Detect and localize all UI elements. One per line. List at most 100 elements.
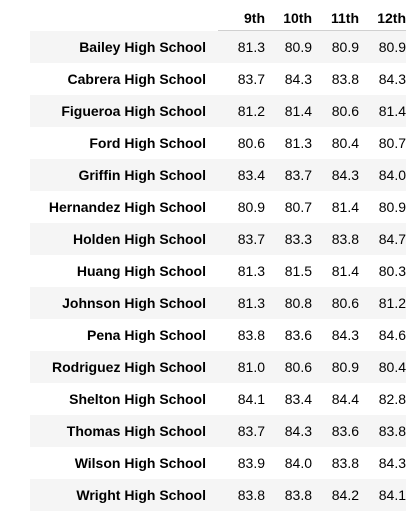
row-label-school: Wright High School — [76, 487, 206, 503]
table-cell-score: 80.9 — [331, 359, 359, 375]
column-header-11th: 11th — [312, 6, 359, 31]
table-cell-score: 83.8 — [331, 71, 359, 87]
table-cell-score: 80.7 — [284, 199, 312, 215]
row-label-school: Wilson High School — [74, 455, 206, 471]
table-cell-score: 84.3 — [331, 327, 359, 343]
table-cell-score: 80.4 — [378, 359, 406, 375]
row-label-school: Ford High School — [89, 135, 206, 151]
table-row: Wilson High School 83.9 84.0 83.8 84.3 — [30, 447, 406, 479]
table-cell-score: 80.6 — [284, 359, 312, 375]
table-cell-score: 81.5 — [284, 263, 312, 279]
table-cell-score: 83.6 — [331, 423, 359, 439]
table-row: Ford High School 80.6 81.3 80.4 80.7 — [30, 127, 406, 159]
header-row: 9th 10th 11th 12th — [30, 6, 406, 31]
table-cell-score: 81.4 — [284, 103, 312, 119]
table-cell-score: 81.3 — [237, 295, 265, 311]
table-body: Bailey High School 81.3 80.9 80.9 80.9 Cabrer… — [30, 30, 406, 511]
row-label-school: Bailey High School — [79, 38, 206, 55]
table-cell-score: 84.4 — [331, 391, 359, 407]
table-cell-score: 81.4 — [331, 199, 359, 215]
table-cell-score: 80.9 — [378, 199, 406, 215]
table-cell-score: 81.3 — [237, 263, 265, 279]
column-header-9th: 9th — [218, 6, 265, 31]
table-cell-score: 81.2 — [378, 295, 406, 311]
table-cell-score: 84.3 — [284, 71, 312, 87]
table-cell-score: 84.1 — [237, 391, 265, 407]
table-cell-score: 80.6 — [331, 295, 359, 311]
table-cell-score: 83.8 — [284, 487, 312, 503]
table-cell-score: 84.0 — [378, 167, 406, 183]
table-row: Thomas High School 83.7 84.3 83.6 83.8 — [30, 415, 406, 447]
table-cell-score: 83.3 — [284, 231, 312, 247]
table-cell-score: 83.8 — [237, 487, 265, 503]
table-row: Holden High School 83.7 83.3 83.8 84.7 — [30, 223, 406, 255]
table-row: Wright High School 83.8 83.8 84.2 84.1 — [30, 479, 406, 511]
table-cell-score: 83.8 — [237, 327, 265, 343]
table-cell-score: 81.2 — [237, 103, 265, 119]
table-row: Hernandez High School 80.9 80.7 81.4 80.9 — [30, 191, 406, 223]
table-cell-score: 80.4 — [331, 135, 359, 151]
table-cell-score: 81.0 — [237, 359, 265, 375]
table-cell-score: 80.8 — [284, 295, 312, 311]
table-cell-score: 84.3 — [378, 71, 406, 87]
table-cell-score: 80.6 — [237, 135, 265, 151]
table-row: Rodriguez High School 81.0 80.6 80.9 80.4 — [30, 351, 406, 383]
row-label-school: Johnson High School — [62, 295, 206, 311]
table-cell-score: 84.0 — [284, 455, 312, 471]
row-label-school: Shelton High School — [69, 391, 206, 407]
row-label-school: Hernandez High School — [48, 199, 206, 215]
row-label-school: Pena High School — [86, 327, 206, 343]
table-row: Huang High School 81.3 81.5 81.4 80.3 — [30, 255, 406, 287]
row-label-school: Thomas High School — [66, 423, 206, 439]
table-row: Johnson High School 81.3 80.8 80.6 81.2 — [30, 287, 406, 319]
table-cell-score: 83.8 — [331, 455, 359, 471]
row-label-school: Figueroa High School — [61, 103, 206, 119]
table-cell-score: 84.7 — [378, 231, 406, 247]
header-corner — [30, 6, 218, 31]
table-cell-score: 83.8 — [378, 423, 406, 439]
table-cell-score: 83.4 — [237, 167, 265, 183]
table-cell-score: 82.8 — [378, 391, 406, 407]
table-cell-score: 80.9 — [284, 39, 312, 55]
column-header-12th: 12th — [359, 6, 406, 31]
table-cell-score: 83.9 — [237, 455, 265, 471]
table-cell-score: 83.7 — [237, 423, 265, 439]
table-cell-score: 81.4 — [378, 103, 406, 119]
table-cell-score: 80.6 — [331, 103, 359, 119]
table-cell-score: 83.7 — [237, 231, 265, 247]
table-cell-score: 84.6 — [378, 327, 406, 343]
table-cell-score: 84.1 — [378, 487, 406, 503]
table-cell-score: 81.4 — [331, 263, 359, 279]
row-label-school: Huang High School — [76, 263, 206, 279]
row-label-school: Rodriguez High School — [52, 359, 206, 375]
table-row: Shelton High School 84.1 83.4 84.4 82.8 — [30, 383, 406, 415]
table-cell-score: 83.7 — [237, 71, 265, 87]
table-cell-score: 80.9 — [237, 199, 265, 215]
table-row: Bailey High School 81.3 80.9 80.9 80.9 — [30, 30, 406, 63]
table-cell-score: 83.6 — [284, 327, 312, 343]
row-label-school: Griffin High School — [78, 167, 206, 183]
table-cell-score: 81.3 — [237, 39, 265, 55]
table-cell-score: 80.9 — [331, 39, 359, 55]
table-cell-score: 80.9 — [378, 39, 406, 55]
table-row: Cabrera High School 83.7 84.3 83.8 84.3 — [30, 63, 406, 95]
table-row: Pena High School 83.8 83.6 84.3 84.6 — [30, 319, 406, 351]
table-cell-score: 84.3 — [284, 423, 312, 439]
column-header-10th: 10th — [265, 6, 312, 31]
table-cell-score: 80.3 — [378, 263, 406, 279]
table-row: Figueroa High School 81.2 81.4 80.6 81.4 — [30, 95, 406, 127]
row-label-school: Cabrera High School — [67, 71, 206, 87]
table-row: Griffin High School 83.4 83.7 84.3 84.0 — [30, 159, 406, 191]
table-cell-score: 83.7 — [284, 167, 312, 183]
table-cell-score: 84.3 — [378, 455, 406, 471]
table-cell-score: 81.3 — [284, 135, 312, 151]
row-label-school: Holden High School — [73, 231, 206, 247]
table-cell-score: 83.4 — [284, 391, 312, 407]
table-cell-score: 83.8 — [331, 231, 359, 247]
table-header: 9th 10th 11th 12th — [30, 6, 406, 31]
scores-table: 9th 10th 11th 12th Bailey High School 81.… — [30, 6, 406, 511]
table-cell-score: 84.3 — [331, 167, 359, 183]
table-cell-score: 84.2 — [331, 487, 359, 503]
table-cell-score: 80.7 — [378, 135, 406, 151]
